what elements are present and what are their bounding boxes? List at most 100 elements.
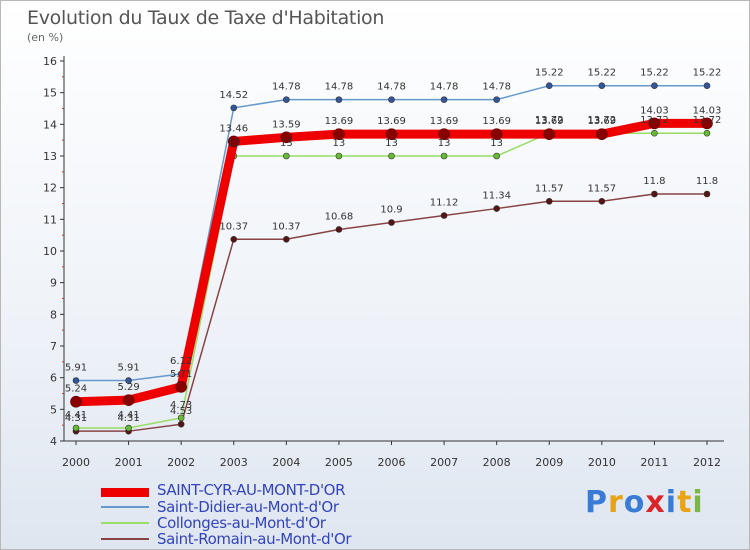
x-tick-label: 2007 [430, 456, 458, 469]
legend-label-saint-didier: Saint-Didier-au-Mont-d'Or [157, 498, 339, 516]
data-label-3: 10.37 [272, 221, 301, 232]
data-point-2 [493, 152, 500, 160]
data-point-3 [440, 212, 448, 219]
series-line-3 [75, 193, 708, 432]
data-point-1 [125, 377, 132, 384]
data-label-1: 14.78 [430, 82, 459, 93]
data-point-3 [598, 197, 606, 205]
data-point-3 [283, 235, 290, 243]
data-point-1 [703, 82, 711, 89]
data-label-0: 13.46 [219, 123, 248, 134]
y-tick-label: 10 [43, 245, 57, 258]
y-tick-label: 15 [43, 87, 57, 100]
data-label-0: 5.24 [65, 384, 87, 395]
data-label-2: 4.41 [65, 410, 87, 421]
data-label-0: 13.69 [377, 116, 406, 127]
data-label-0: 13.69 [482, 116, 511, 127]
data-label-0: 13.59 [272, 119, 301, 130]
data-label-1: 5.91 [117, 363, 139, 374]
data-label-1: 14.78 [272, 82, 301, 93]
legend-item-saint-didier[interactable]: Saint-Didier-au-Mont-d'Or [101, 498, 461, 516]
chart-unit-label: (en %) [27, 31, 64, 44]
data-point-3 [335, 226, 343, 233]
data-label-2: 13.72 [640, 115, 669, 126]
data-point-0 [70, 395, 82, 408]
data-point-0 [122, 394, 135, 406]
data-label-1: 6.12 [170, 356, 192, 367]
data-point-0 [596, 128, 608, 140]
data-point-3 [703, 190, 711, 198]
legend-label-collonges: Collonges-au-Mont-d'Or [157, 514, 326, 532]
data-point-1 [440, 96, 448, 103]
data-point-1 [493, 96, 500, 103]
data-point-1 [598, 82, 606, 89]
y-tick-label: 6 [50, 372, 57, 385]
data-point-0 [333, 128, 345, 140]
data-label-0: 13.69 [430, 116, 459, 127]
data-label-3: 10.9 [380, 205, 402, 216]
data-point-3 [177, 420, 185, 428]
data-point-1 [545, 82, 553, 89]
data-label-1: 15.22 [640, 68, 669, 79]
data-label-2: 13 [333, 138, 346, 149]
legend-swatch-saint-cyr [101, 488, 149, 497]
data-point-3 [388, 219, 395, 226]
y-tick-label: 16 [43, 55, 57, 68]
y-tick-label: 11 [43, 213, 57, 226]
data-label-3: 10.37 [219, 221, 248, 232]
y-tick-label: 8 [50, 308, 57, 321]
data-label-2: 4.73 [170, 400, 192, 411]
data-label-2: 13 [227, 138, 240, 149]
x-tick-label: 2008 [483, 456, 511, 469]
x-tick-label: 2002 [167, 456, 195, 469]
data-point-2 [651, 129, 658, 137]
data-point-1 [72, 377, 80, 384]
data-label-0: 5.29 [117, 382, 139, 393]
data-point-3 [545, 197, 553, 205]
data-point-2 [177, 414, 185, 422]
y-tick-label: 13 [43, 150, 57, 163]
y-tick-label: 14 [43, 118, 57, 131]
data-label-2: 13.72 [588, 115, 617, 126]
legend-item-collonges[interactable]: Collonges-au-Mont-d'Or [101, 514, 461, 532]
x-tick-label: 2004 [272, 456, 300, 469]
legend-label-saint-cyr: SAINT-CYR-AU-MONT-D'OR [157, 481, 346, 499]
data-label-0: 13.69 [588, 116, 617, 127]
x-tick-label: 2001 [115, 456, 143, 469]
data-label-0: 5.71 [170, 369, 192, 380]
data-label-3: 11.8 [696, 176, 718, 187]
data-point-2 [72, 424, 80, 432]
y-tick-label: 12 [43, 182, 57, 195]
data-label-3: 11.34 [482, 191, 511, 202]
data-label-3: 11.12 [430, 198, 459, 209]
legend-item-saint-romain[interactable]: Saint-Romain-au-Mont-d'Or [101, 530, 461, 548]
data-point-0 [385, 128, 398, 140]
series-line-2 [75, 132, 708, 429]
data-label-1: 14.78 [325, 82, 354, 93]
data-label-0: 14.03 [640, 105, 669, 116]
y-tick-label: 7 [50, 340, 57, 353]
data-point-3 [493, 205, 500, 212]
data-point-2 [703, 129, 711, 137]
data-label-2: 13.72 [535, 115, 564, 126]
data-point-1 [388, 96, 395, 103]
data-label-3: 11.57 [535, 183, 564, 194]
data-label-0: 13.69 [535, 116, 564, 127]
legend-item-saint-cyr[interactable]: SAINT-CYR-AU-MONT-D'OR [101, 481, 461, 499]
data-label-2: 4.41 [117, 410, 139, 421]
legend-swatch-collonges [101, 522, 149, 524]
legend-label-saint-romain: Saint-Romain-au-Mont-d'Or [157, 530, 352, 548]
data-point-0 [227, 135, 240, 148]
legend-swatch-saint-didier [101, 506, 149, 508]
data-label-1: 14.78 [482, 82, 511, 93]
data-label-3: 11.8 [643, 176, 665, 187]
data-label-3: 4.53 [170, 406, 192, 417]
data-point-1 [230, 104, 238, 112]
data-point-1 [651, 82, 658, 89]
data-label-1: 5.91 [65, 363, 87, 374]
proxiti-logo: Proxiti [585, 485, 704, 520]
data-label-2: 13 [438, 138, 451, 149]
data-point-2 [440, 152, 448, 160]
y-tick-label: 5 [50, 403, 57, 416]
